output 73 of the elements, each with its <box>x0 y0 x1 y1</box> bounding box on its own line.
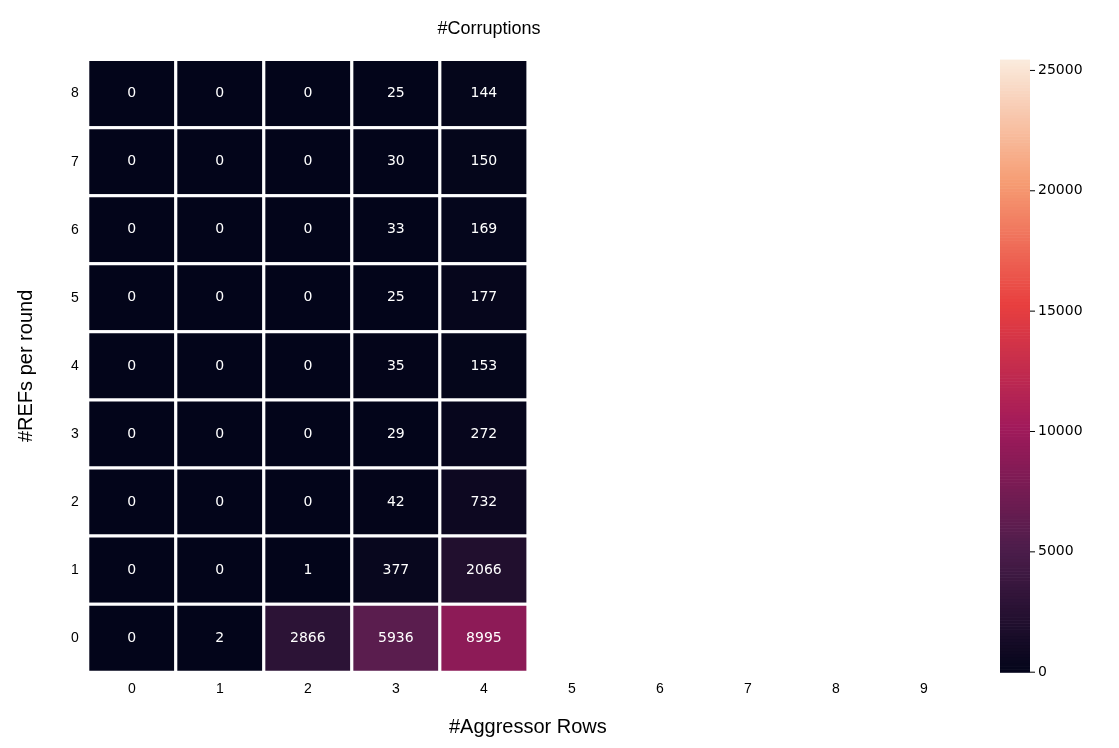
data-label: 25 <box>386 288 405 305</box>
data-label: 2066 <box>466 560 502 577</box>
data-label: 0 <box>127 288 137 305</box>
data-label: 0 <box>215 220 225 237</box>
data-label: 0 <box>303 84 313 101</box>
data-label: 2866 <box>290 628 326 645</box>
data-label: 0 <box>127 84 137 101</box>
x-tick-label: 8 <box>832 680 841 697</box>
data-label: 2 <box>215 628 225 645</box>
data-label: 0 <box>303 220 313 237</box>
chart-title: #Corruptions <box>437 17 541 38</box>
data-label: 5936 <box>378 628 414 645</box>
data-label: 0 <box>303 492 313 509</box>
data-label: 29 <box>386 424 405 441</box>
data-label: 0 <box>215 84 225 101</box>
y-tick-label: 7 <box>70 152 79 169</box>
data-label: 0 <box>127 628 137 645</box>
data-label: 0 <box>127 356 137 373</box>
data-label: 153 <box>470 356 498 373</box>
data-label: 0 <box>215 492 225 509</box>
data-label: 0 <box>303 288 313 305</box>
y-tick-label: 8 <box>70 84 79 101</box>
data-label: 0 <box>127 220 137 237</box>
data-label: 732 <box>470 492 498 509</box>
color-bar-label: 20000 <box>1038 181 1083 198</box>
data-label: 272 <box>470 424 498 441</box>
data-label: 8995 <box>466 628 502 645</box>
x-tick-label: 1 <box>215 680 224 697</box>
data-label: 0 <box>215 560 225 577</box>
data-label: 25 <box>386 84 405 101</box>
data-label: 0 <box>303 152 313 169</box>
data-label: 377 <box>382 560 410 577</box>
data-label: 177 <box>470 288 498 305</box>
data-label: 42 <box>386 492 405 509</box>
data-label: 0 <box>127 560 137 577</box>
x-tick-label: 9 <box>920 680 929 697</box>
data-label: 0 <box>303 424 313 441</box>
color-bar-label: 10000 <box>1038 422 1083 439</box>
data-label: 0 <box>215 152 225 169</box>
color-bar-label: 0 <box>1038 662 1047 679</box>
y-axis-title: #REFs per round <box>13 289 36 443</box>
color-bar-label: 25000 <box>1038 61 1083 78</box>
x-tick-label: 6 <box>656 680 665 697</box>
x-tick-label: 0 <box>127 680 136 697</box>
x-tick-label: 3 <box>391 680 400 697</box>
data-label: 35 <box>386 356 405 373</box>
x-tick-label: 7 <box>744 680 753 697</box>
color-bar-label: 5000 <box>1038 542 1074 559</box>
y-tick-label: 3 <box>70 424 79 441</box>
x-tick-label: 2 <box>303 680 312 697</box>
data-label: 0 <box>215 288 225 305</box>
data-label: 1 <box>303 560 313 577</box>
y-tick-label: 4 <box>70 356 79 373</box>
x-axis-title: #Aggressor Rows <box>448 714 607 737</box>
data-label: 0 <box>215 356 225 373</box>
data-label: 169 <box>470 220 498 237</box>
data-label: 0 <box>127 492 137 509</box>
data-label: 0 <box>127 424 137 441</box>
data-label: 0 <box>127 152 137 169</box>
data-label: 0 <box>215 424 225 441</box>
color-bar-label: 15000 <box>1038 301 1083 318</box>
y-tick-label: 2 <box>70 492 79 509</box>
x-tick-label: 4 <box>479 680 488 697</box>
data-label: 33 <box>386 220 405 237</box>
data-label: 0 <box>303 356 313 373</box>
y-tick-label: 5 <box>70 288 79 305</box>
data-label: 144 <box>470 84 498 101</box>
y-tick-label: 6 <box>70 220 79 237</box>
y-tick-label: 0 <box>70 629 79 646</box>
y-tick-label: 1 <box>70 560 79 577</box>
data-label: 150 <box>470 152 498 169</box>
data-label: 30 <box>386 152 405 169</box>
x-tick-label: 5 <box>568 680 577 697</box>
